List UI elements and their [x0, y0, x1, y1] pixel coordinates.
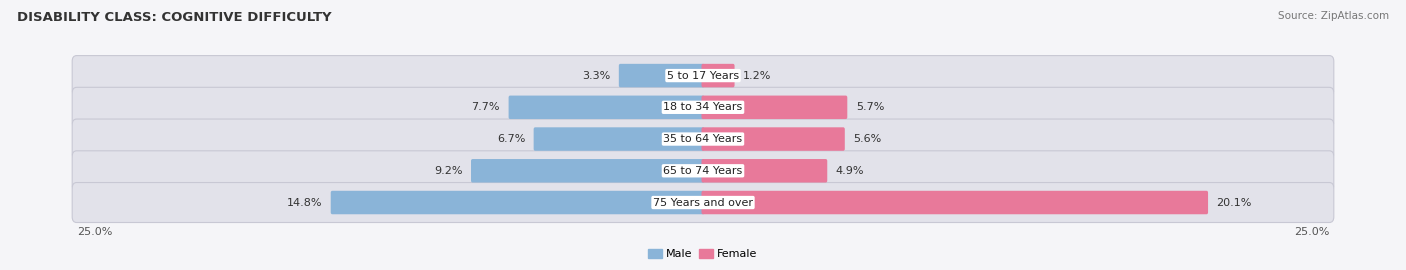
Text: 65 to 74 Years: 65 to 74 Years	[664, 166, 742, 176]
Text: 25.0%: 25.0%	[77, 227, 112, 237]
Text: 5 to 17 Years: 5 to 17 Years	[666, 70, 740, 80]
FancyBboxPatch shape	[72, 119, 1334, 159]
FancyBboxPatch shape	[72, 56, 1334, 96]
Text: 6.7%: 6.7%	[496, 134, 524, 144]
FancyBboxPatch shape	[72, 151, 1334, 191]
FancyBboxPatch shape	[702, 127, 845, 151]
FancyBboxPatch shape	[72, 183, 1334, 222]
FancyBboxPatch shape	[534, 127, 704, 151]
Text: 75 Years and over: 75 Years and over	[652, 198, 754, 208]
Text: Source: ZipAtlas.com: Source: ZipAtlas.com	[1278, 11, 1389, 21]
FancyBboxPatch shape	[702, 96, 848, 119]
FancyBboxPatch shape	[702, 159, 827, 183]
Legend: Male, Female: Male, Female	[644, 244, 762, 264]
Text: 35 to 64 Years: 35 to 64 Years	[664, 134, 742, 144]
Text: 14.8%: 14.8%	[287, 198, 322, 208]
FancyBboxPatch shape	[471, 159, 704, 183]
Text: 5.7%: 5.7%	[856, 102, 884, 112]
Text: 3.3%: 3.3%	[582, 70, 610, 80]
FancyBboxPatch shape	[72, 87, 1334, 127]
Text: 7.7%: 7.7%	[471, 102, 501, 112]
FancyBboxPatch shape	[702, 191, 1208, 214]
FancyBboxPatch shape	[330, 191, 704, 214]
FancyBboxPatch shape	[702, 64, 734, 87]
Text: 20.1%: 20.1%	[1216, 198, 1251, 208]
Text: DISABILITY CLASS: COGNITIVE DIFFICULTY: DISABILITY CLASS: COGNITIVE DIFFICULTY	[17, 11, 332, 24]
Text: 25.0%: 25.0%	[1294, 227, 1329, 237]
Text: 18 to 34 Years: 18 to 34 Years	[664, 102, 742, 112]
Text: 1.2%: 1.2%	[744, 70, 772, 80]
Text: 5.6%: 5.6%	[853, 134, 882, 144]
FancyBboxPatch shape	[619, 64, 704, 87]
Text: 9.2%: 9.2%	[434, 166, 463, 176]
FancyBboxPatch shape	[509, 96, 704, 119]
Text: 4.9%: 4.9%	[835, 166, 865, 176]
